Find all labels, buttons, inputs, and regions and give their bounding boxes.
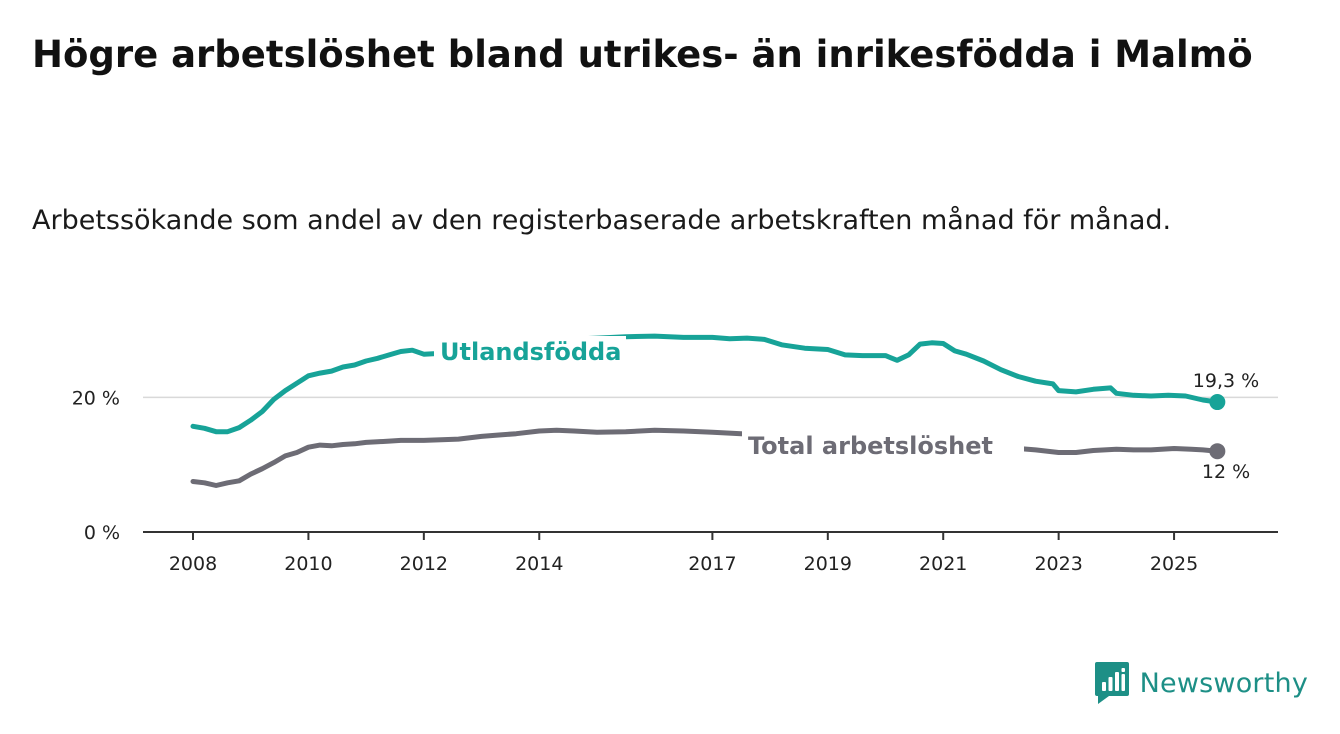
series-line-total-arbetsloshet bbox=[190, 427, 1220, 488]
chart-title: Högre arbetslöshet bland utrikes- än inr… bbox=[32, 33, 1253, 76]
x-tick-label: 2023 bbox=[1034, 553, 1082, 575]
series-label-total-arbetsloshet-background bbox=[742, 430, 1024, 462]
x-tick-label: 2021 bbox=[919, 553, 967, 575]
y-tick-label: 0 % bbox=[84, 522, 120, 544]
x-tick-label: 2008 bbox=[169, 553, 217, 575]
brand-logo: Newsworthy bbox=[1094, 660, 1308, 706]
newsworthy-logo-icon bbox=[1094, 662, 1129, 704]
x-tick-label: 2010 bbox=[284, 553, 332, 575]
end-label-utlandsfodda: 19,3 % bbox=[1193, 370, 1259, 392]
series-line-utlandsfodda bbox=[190, 333, 1220, 435]
line-chart: 0 % 20 % 2008 2010 2012 2014 2017 2019 2021 2023 2… bbox=[72, 333, 1278, 575]
y-tick-label: 20 % bbox=[72, 387, 120, 409]
brand-name: Newsworthy bbox=[1139, 667, 1308, 699]
x-tick-label: 2019 bbox=[804, 553, 852, 575]
series-end-point-total-arbetsloshet bbox=[1209, 443, 1226, 460]
series-label-utlandsfodda: Utlandsfödda bbox=[440, 338, 621, 366]
x-tick-label: 2014 bbox=[515, 553, 563, 575]
series-label-total-arbetsloshet: Total arbetslöshet bbox=[748, 432, 993, 460]
x-tick-label: 2025 bbox=[1150, 553, 1198, 575]
series-end-point-utlandsfodda bbox=[1209, 394, 1226, 411]
x-tick-label: 2012 bbox=[400, 553, 448, 575]
x-tick-label: 2017 bbox=[688, 553, 736, 575]
end-label-total-arbetsloshet: 12 % bbox=[1202, 461, 1250, 483]
series-label-utlandsfodda-background bbox=[434, 336, 626, 368]
chart-subtitle: Arbetssökande som andel av den registerb… bbox=[32, 205, 1172, 236]
